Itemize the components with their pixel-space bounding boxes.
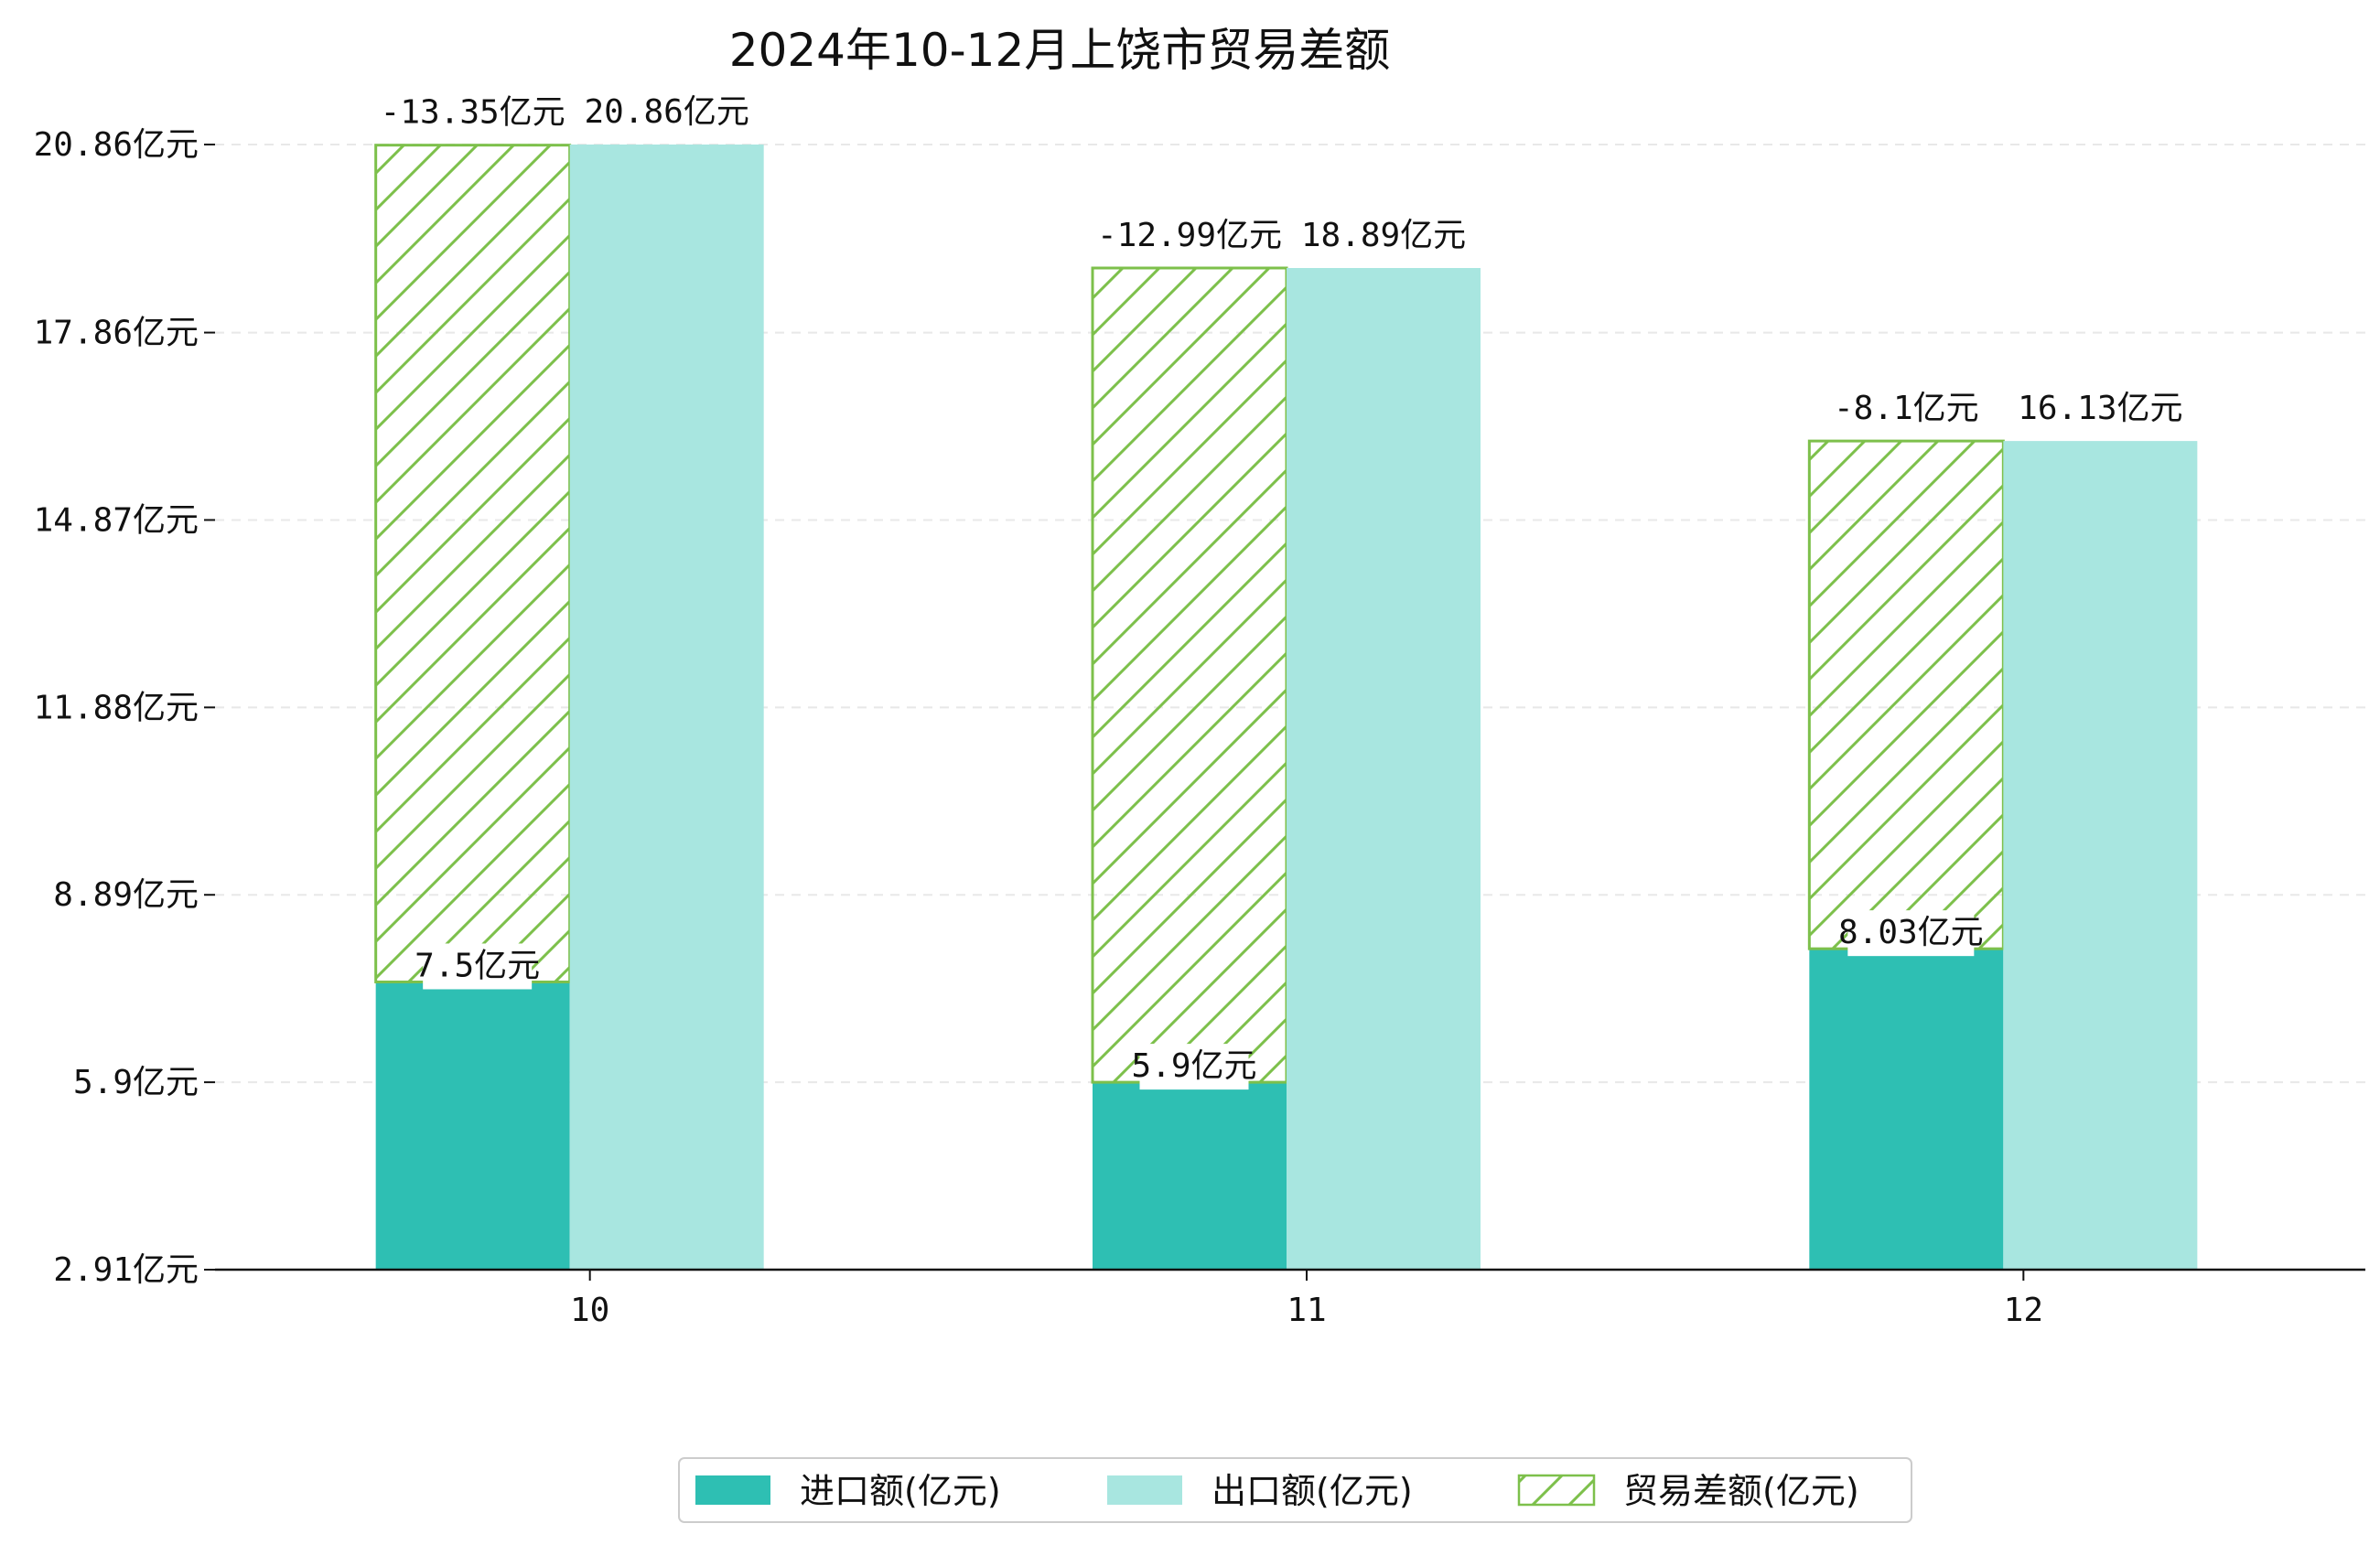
export-value-label: 18.89亿元 [1301,217,1466,254]
y-tick-label: 8.89亿元 [53,876,199,914]
balance-value-label: -8.1亿元 [1834,390,1979,427]
legend-label: 贸易差额(亿元) [1623,1471,1859,1511]
legend-box [678,1457,1912,1523]
y-tick-label: 2.91亿元 [53,1251,199,1289]
legend-swatch [1107,1475,1182,1505]
balance-bar [374,144,572,983]
balance-bar [1807,439,2005,950]
y-tick-label: 14.87亿元 [34,501,199,539]
x-tick-label: 11 [1287,1292,1326,1329]
legend: 进口额(亿元) 出口额(亿元) 贸易差额(亿元) [678,1457,1912,1523]
y-tick-label: 11.88亿元 [34,689,199,726]
x-tick-label: 12 [2004,1292,2043,1329]
export-bar [1287,267,1481,1270]
export-value-label-bg [1311,212,1456,259]
export-value-label: 20.86亿元 [584,93,748,131]
import-value-label: 8.03亿元 [1838,914,1984,951]
import-value-label-bg [423,943,533,990]
import-bar [1809,949,2004,1270]
export-bar [2003,441,2198,1270]
bars [374,144,2198,1270]
balance-value-label-bg [1109,212,1270,259]
balance-value-label: -12.99亿元 [1097,217,1282,254]
balance-bar [1091,266,1288,1084]
legend-label: 出口额(亿元) [1212,1471,1413,1511]
export-value-label: 16.13亿元 [2018,390,2182,427]
x-tick-label: 10 [570,1292,609,1329]
import-bar [1093,1082,1287,1270]
legend-swatch [1517,1474,1596,1507]
import-value-label: 5.9亿元 [1131,1047,1256,1085]
y-tick-label: 5.9亿元 [73,1064,199,1101]
y-tick-label: 17.86亿元 [34,315,199,352]
legend-swatch [695,1475,770,1505]
data-labels: 7.5亿元 -13.35亿元 20.86亿元 5.9亿元 -12.99亿元 18.89亿元… [381,90,2183,1090]
import-bar [375,982,570,1270]
y-axis: 2.91亿元 5.9亿元 8.89亿元 11.88亿元 14.87亿元 17.86亿元 20… [34,126,215,1289]
balance-value-label-bg [392,90,554,136]
balance-value-label: -13.35亿元 [381,94,565,132]
import-value-label-bg [1847,910,1975,957]
import-value-label-bg [1139,1044,1249,1090]
export-value-label-bg [2028,386,2172,433]
export-value-label-bg [595,90,739,135]
export-bar [569,145,764,1270]
balance-value-label-bg [1843,386,1970,433]
chart-title: 2024年10-12月上饶市贸易差额 [729,24,1391,77]
y-tick-label: 20.86亿元 [34,126,199,164]
x-axis: 10 11 12 [215,1268,2365,1329]
legend-label: 进口额(亿元) [800,1471,1001,1511]
import-value-label: 7.5亿元 [415,947,540,984]
